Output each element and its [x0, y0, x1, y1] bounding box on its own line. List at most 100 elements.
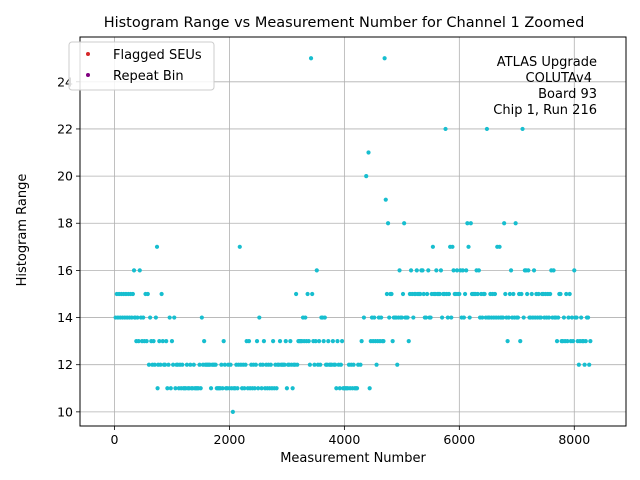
- data-point: [148, 315, 153, 320]
- data-point: [136, 339, 141, 344]
- data-point: [312, 362, 317, 367]
- data-point: [520, 126, 525, 132]
- data-point: [574, 315, 579, 320]
- data-point: [500, 315, 506, 320]
- data-point: [521, 315, 526, 320]
- data-point: [307, 362, 312, 367]
- data-point: [526, 268, 531, 273]
- data-point: [561, 315, 567, 320]
- data-point: [525, 291, 530, 297]
- data-point: [172, 315, 177, 320]
- data-point: [164, 339, 169, 344]
- data-point: [437, 291, 442, 297]
- data-point: [361, 315, 367, 320]
- data-point: [180, 362, 185, 367]
- chart-title: Histogram Range vs Measurement Number fo…: [104, 15, 585, 31]
- data-point: [428, 315, 433, 320]
- data-point: [333, 362, 338, 367]
- legend: Flagged SEUs Repeat Bin: [68, 41, 215, 91]
- data-point: [131, 268, 137, 273]
- data-point: [243, 362, 248, 367]
- data-point: [199, 315, 204, 320]
- data-point: [582, 362, 587, 367]
- data-point: [565, 339, 570, 344]
- data-point: [290, 386, 295, 391]
- data-point: [551, 268, 556, 273]
- annotation-line: Board 93: [538, 87, 597, 102]
- legend-marker: [86, 73, 90, 77]
- data-point: [202, 339, 207, 344]
- data-point: [165, 386, 170, 391]
- data-point: [252, 386, 257, 391]
- data-point: [135, 315, 140, 320]
- data-point: [191, 362, 196, 367]
- data-point: [167, 315, 172, 320]
- data-point: [326, 339, 331, 344]
- data-point: [482, 291, 487, 297]
- data-point: [397, 268, 402, 273]
- data-point: [197, 362, 202, 367]
- data-point: [213, 362, 218, 367]
- data-point: [318, 362, 323, 367]
- data-point: [173, 386, 178, 391]
- data-point: [399, 315, 404, 320]
- data-point: [395, 362, 400, 367]
- data-point: [558, 291, 563, 297]
- data-point: [462, 291, 468, 297]
- data-point: [564, 291, 569, 297]
- data-point: [385, 221, 391, 226]
- legend-box: [68, 41, 215, 91]
- data-point: [576, 362, 581, 367]
- data-point: [294, 291, 299, 297]
- data-point: [445, 315, 450, 320]
- data-point: [158, 362, 163, 367]
- data-point: [188, 362, 193, 367]
- x-tick-label: 2000: [214, 432, 246, 447]
- data-point: [502, 221, 507, 226]
- data-point: [554, 339, 560, 344]
- data-point: [569, 315, 575, 320]
- y-tick-label: 12: [57, 357, 73, 372]
- data-point: [221, 339, 226, 344]
- data-point: [168, 386, 173, 391]
- data-point: [129, 315, 134, 320]
- data-point: [337, 386, 342, 391]
- data-point: [274, 386, 279, 391]
- data-points: [113, 56, 593, 414]
- data-point: [367, 386, 372, 391]
- run-annotation: ATLAS Upgrade COLUTAv4 Board 93 Chip 1, …: [493, 55, 597, 118]
- data-point: [282, 362, 287, 367]
- data-point: [411, 315, 416, 320]
- data-point: [587, 362, 592, 367]
- plot-frame: [79, 36, 627, 427]
- data-point: [322, 315, 327, 320]
- data-point: [259, 386, 264, 391]
- data-point: [237, 244, 242, 249]
- data-point: [235, 386, 240, 391]
- y-tick-label: 10: [57, 404, 73, 419]
- data-point: [408, 268, 414, 273]
- data-point: [464, 268, 469, 273]
- annotation-line: COLUTAv4: [526, 71, 592, 86]
- data-point: [254, 339, 260, 344]
- data-point: [434, 268, 439, 273]
- data-point: [387, 315, 392, 320]
- x-axis-label: Measurement Number: [280, 451, 426, 466]
- data-point: [538, 315, 544, 320]
- data-point: [430, 244, 435, 249]
- data-point: [153, 315, 158, 320]
- data-point: [284, 386, 290, 391]
- annotation-line: ATLAS Upgrade: [497, 55, 597, 70]
- data-point: [253, 362, 258, 367]
- x-tick-label: 4000: [328, 432, 360, 447]
- data-point: [425, 291, 430, 297]
- data-point: [145, 291, 150, 297]
- data-point: [198, 386, 203, 391]
- data-point: [268, 362, 273, 367]
- data-point: [426, 268, 431, 273]
- data-point: [382, 56, 387, 61]
- data-point: [449, 315, 454, 320]
- data-point: [468, 221, 473, 226]
- data-point: [152, 362, 157, 367]
- y-axis-label: Histogram Range: [15, 174, 30, 287]
